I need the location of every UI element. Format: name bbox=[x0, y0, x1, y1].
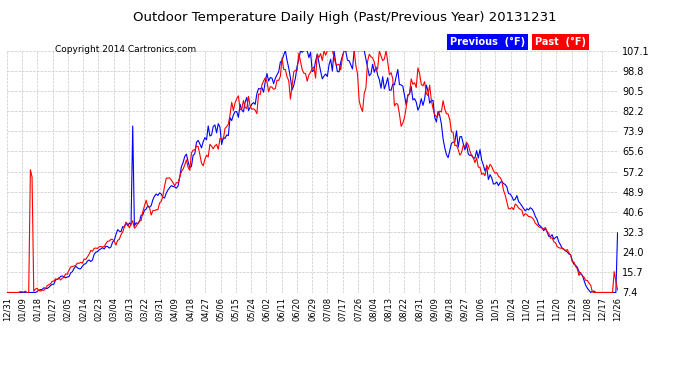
Text: Previous  (°F): Previous (°F) bbox=[450, 37, 525, 47]
Text: Outdoor Temperature Daily High (Past/Previous Year) 20131231: Outdoor Temperature Daily High (Past/Pre… bbox=[133, 11, 557, 24]
Text: Past  (°F): Past (°F) bbox=[535, 37, 586, 47]
Text: Copyright 2014 Cartronics.com: Copyright 2014 Cartronics.com bbox=[55, 45, 197, 54]
